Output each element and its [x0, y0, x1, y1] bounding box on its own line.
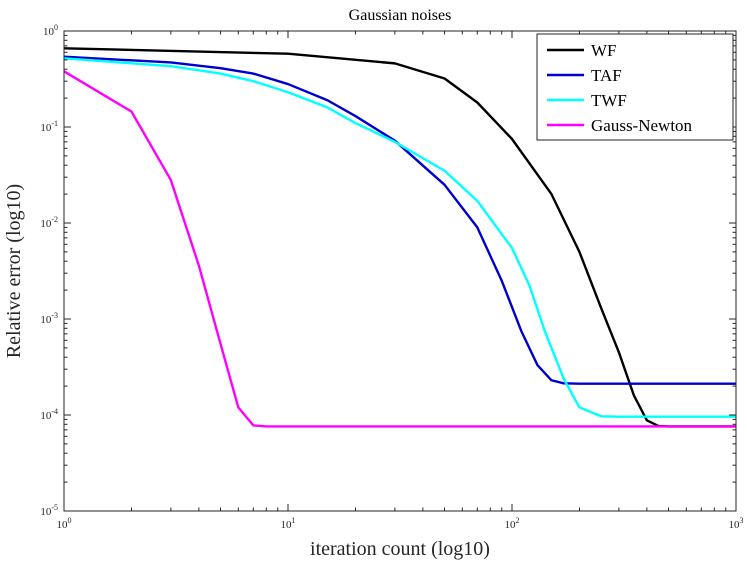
x-axis-label: iteration count (log10) [310, 538, 490, 560]
y-axis-label: Relative error (log10) [3, 184, 25, 358]
x-tick-label: 103 [729, 516, 744, 531]
x-tick-label: 101 [281, 516, 296, 531]
y-tick-label: 10-3 [40, 311, 58, 326]
legend-label-taf: TAF [591, 66, 622, 85]
series-layer [63, 47, 736, 428]
legend-label-wf: WF [591, 41, 617, 60]
legend-label-twf: TWF [591, 91, 627, 110]
chart-title: Gaussian noises [349, 7, 452, 24]
x-tick-label: 100 [57, 516, 72, 531]
y-tick-label: 10-4 [40, 407, 58, 422]
x-tick-label: 102 [505, 516, 520, 531]
ticks-layer: 100 101 102 103 10-5 10-4 10-3 10-2 10-1 100 [40, 23, 743, 531]
legend-label-gauss-newton: Gauss-Newton [591, 116, 693, 135]
series-line-wf [63, 47, 736, 428]
y-tick-label: 10-5 [40, 503, 58, 518]
legend-box [536, 33, 734, 141]
plot-frame [63, 30, 737, 512]
y-tick-label: 10-2 [40, 215, 58, 230]
y-tick-label: 100 [43, 23, 58, 38]
legend: WF TAF TWF Gauss-Newton [536, 33, 734, 141]
series-line-twf [63, 57, 736, 418]
y-tick-label: 10-1 [40, 119, 58, 134]
series-line-gauss-newton [63, 70, 736, 428]
series-line-taf [63, 55, 736, 385]
